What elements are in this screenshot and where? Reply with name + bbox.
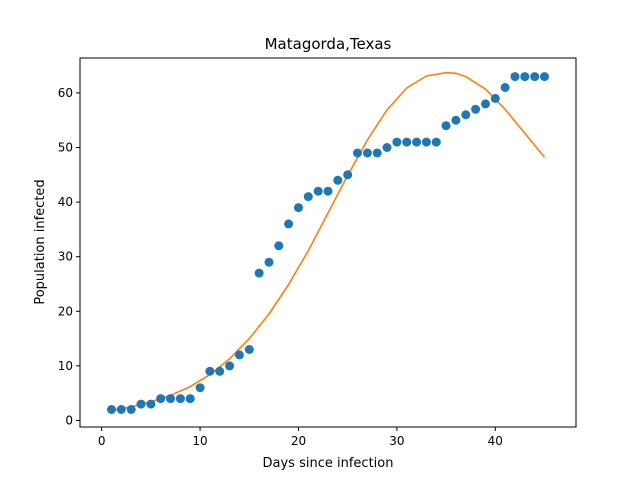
x-tick-label: 30: [389, 434, 404, 448]
y-tick-label: 0: [65, 413, 73, 427]
x-tick-label: 40: [488, 434, 503, 448]
data-point: [166, 394, 175, 404]
y-tick-label: 10: [58, 359, 73, 373]
data-point: [234, 350, 244, 360]
data-point: [225, 361, 235, 371]
data-point: [500, 83, 510, 92]
data-point: [530, 72, 540, 82]
data-point: [284, 219, 294, 229]
fit-line: [111, 71, 546, 412]
y-tick-label: 50: [58, 141, 73, 155]
data-point: [333, 175, 343, 185]
data-point: [274, 241, 284, 251]
data-point: [481, 99, 490, 109]
data-point: [264, 257, 274, 267]
data-point: [520, 72, 530, 82]
data-point: [146, 399, 156, 409]
data-point: [421, 137, 431, 147]
data-marks: [107, 71, 549, 414]
data-point: [323, 186, 333, 196]
y-axis: 0 10 20 30 40 50 60: [58, 86, 80, 427]
data-point: [353, 148, 362, 158]
data-point: [431, 137, 441, 147]
data-point: [254, 268, 264, 278]
y-tick-label: 60: [58, 86, 73, 100]
data-point: [392, 137, 402, 147]
data-point: [461, 110, 471, 120]
y-tick-label: 30: [58, 250, 73, 264]
data-point: [540, 72, 549, 82]
chart-title: Matagorda,Texas: [265, 35, 392, 53]
data-point: [156, 394, 166, 404]
data-point: [402, 137, 412, 147]
y-axis-label: Population infected: [33, 179, 48, 304]
data-point: [195, 383, 205, 393]
data-point: [294, 203, 303, 213]
plot-area: [79, 57, 577, 428]
y-tick-label: 20: [58, 304, 73, 318]
data-point: [136, 399, 146, 409]
data-point: [382, 143, 392, 152]
data-point: [451, 115, 461, 125]
data-point: [107, 405, 116, 414]
data-point: [510, 72, 520, 82]
data-point: [441, 121, 451, 131]
x-axis-label: Days since infection: [263, 456, 394, 471]
data-point: [412, 137, 422, 147]
data-point: [313, 186, 323, 196]
data-point: [215, 366, 225, 376]
data-point: [303, 192, 313, 202]
x-axis: 0 10 20 30 40: [98, 427, 503, 448]
data-point: [126, 405, 136, 414]
data-point: [116, 405, 126, 414]
x-tick-label: 10: [192, 434, 207, 448]
x-tick-label: 0: [98, 434, 106, 448]
data-point: [205, 366, 215, 376]
data-point: [362, 148, 372, 158]
data-point: [471, 104, 481, 114]
data-point: [372, 148, 382, 158]
data-point: [185, 394, 195, 404]
data-point: [490, 93, 500, 103]
data-point: [343, 170, 353, 180]
y-tick-label: 40: [58, 195, 73, 209]
data-point: [175, 394, 185, 404]
x-tick-label: 20: [291, 434, 306, 448]
data-point: [244, 345, 254, 354]
